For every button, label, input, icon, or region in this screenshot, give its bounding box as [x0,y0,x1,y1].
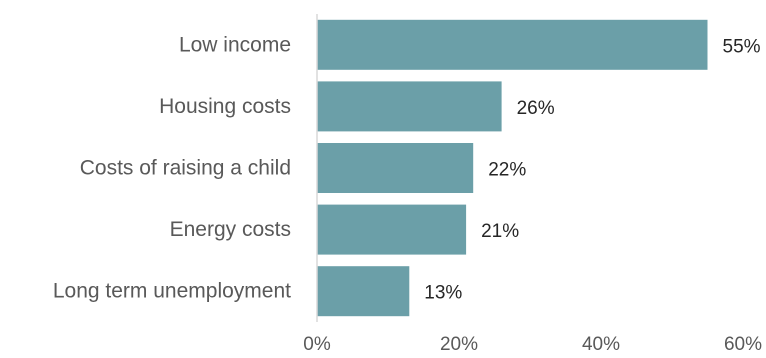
x-tick-label-0: 0% [303,334,331,355]
x-tick-label-20: 20% [440,334,478,355]
x-tick-label-40: 40% [582,334,620,355]
category-label-costs-of-raising-a-child: Costs of raising a child [80,157,291,180]
bar-costs-of-raising-a-child [317,143,474,193]
bar-low-income [317,19,708,70]
labels-layer: Low income 55% Housing costs 26% Costs of ra… [53,33,761,303]
x-tick-label-60: 60% [724,334,762,355]
category-label-low-income: Low income [179,33,291,56]
data-label-costs-of-raising-a-child: 22% [488,160,526,181]
bar-housing-costs [317,81,502,132]
bars-layer [317,19,708,317]
ticks-layer: 0% 20% 40% 60% [303,334,762,355]
bar-long-term-unemployment [317,266,410,317]
category-label-housing-costs: Housing costs [159,95,291,118]
data-label-energy-costs: 21% [481,221,519,242]
data-label-long-term-unemployment: 13% [424,283,462,304]
category-label-long-term-unemployment: Long term unemployment [53,280,291,303]
category-label-energy-costs: Energy costs [170,218,291,241]
data-label-low-income: 55% [723,36,761,57]
bar-energy-costs [317,204,467,255]
data-label-housing-costs: 26% [517,98,555,119]
